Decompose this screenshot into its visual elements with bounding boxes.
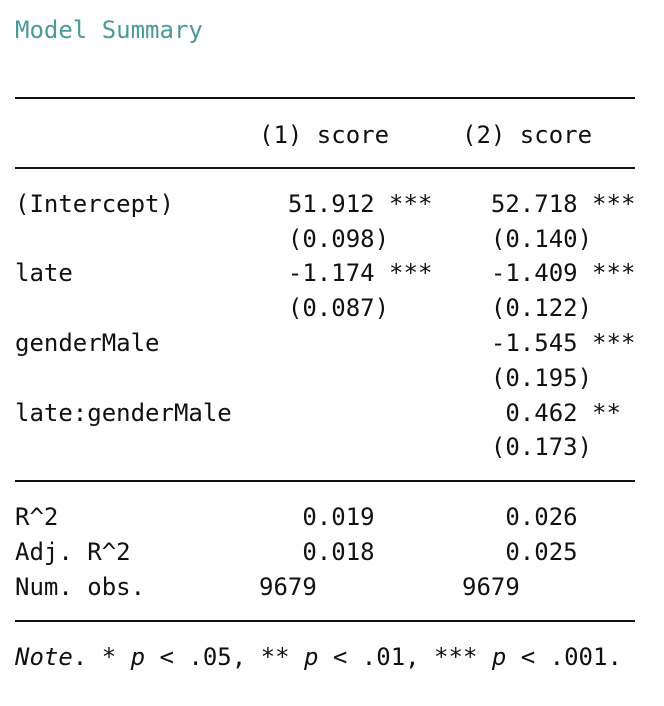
row-label: late [15, 259, 73, 287]
p-symbol: p [491, 643, 507, 671]
table-title: Model Summary [15, 16, 203, 44]
cell-col2: 0.026 [462, 503, 578, 531]
p-symbol: p [130, 643, 146, 671]
top-rule [15, 97, 635, 99]
se-row: (0.173) [15, 430, 635, 464]
cell-col1: 0.018 [259, 538, 375, 566]
coef-row: (Intercept) 51.912 *** 52.718 *** [15, 187, 635, 221]
stat-row: R^2 0.019 0.026 [15, 500, 635, 534]
se-row: (0.195) [15, 361, 635, 395]
row-label: late:genderMale [15, 399, 232, 427]
note-text: < .001. [506, 643, 622, 671]
header-col1: (1) score [259, 121, 390, 149]
cell-col1: (0.098) [259, 225, 390, 253]
cell-col2: (0.122) [462, 294, 593, 322]
p-symbol: p [304, 643, 319, 671]
cell-col2: -1.409 *** [462, 259, 636, 287]
table-note: Note. * p < .05, ** p < .01, *** p < .00… [15, 640, 635, 674]
cell-col2: 0.462 ** [462, 399, 621, 427]
cell-col1: 0.019 [259, 503, 375, 531]
coef-row: late -1.174 *** -1.409 *** [15, 256, 635, 290]
cell-col1: (0.087) [259, 294, 390, 322]
row-label: R^2 [15, 503, 59, 531]
header-col2: (2) score [462, 121, 593, 149]
se-row: (0.087) (0.122) [15, 291, 635, 325]
cell-col2: (0.173) [462, 433, 593, 461]
coef-row: late:genderMale 0.462 ** [15, 396, 635, 430]
note-text: < .05, ** [145, 643, 304, 671]
cell-col1: -1.174 *** [259, 259, 433, 287]
row-label: genderMale [15, 329, 160, 357]
se-row: (0.098) (0.140) [15, 222, 635, 256]
note-prefix: Note [15, 643, 73, 671]
row-label: Adj. R^2 [15, 538, 131, 566]
cell-col2: 9679 [462, 573, 520, 601]
cell-col2: (0.195) [462, 364, 593, 392]
stats-rule [15, 480, 635, 482]
note-text: . * [72, 643, 131, 671]
header-rule [15, 167, 635, 169]
note-text: < .01, *** [318, 643, 492, 671]
cell-col1: 9679 [259, 573, 317, 601]
cell-col2: (0.140) [462, 225, 593, 253]
stat-row: Num. obs. 9679 9679 [15, 570, 635, 604]
row-label: (Intercept) [15, 190, 174, 218]
header-row: (1) score (2) score [15, 118, 635, 152]
cell-col2: 0.025 [462, 538, 578, 566]
cell-col2: -1.545 *** [462, 329, 636, 357]
stat-row: Adj. R^2 0.018 0.025 [15, 535, 635, 569]
row-label: Num. obs. [15, 573, 146, 601]
cell-col2: 52.718 *** [462, 190, 636, 218]
bottom-rule [15, 620, 635, 622]
cell-col1: 51.912 *** [259, 190, 433, 218]
coef-row: genderMale -1.545 *** [15, 326, 635, 360]
